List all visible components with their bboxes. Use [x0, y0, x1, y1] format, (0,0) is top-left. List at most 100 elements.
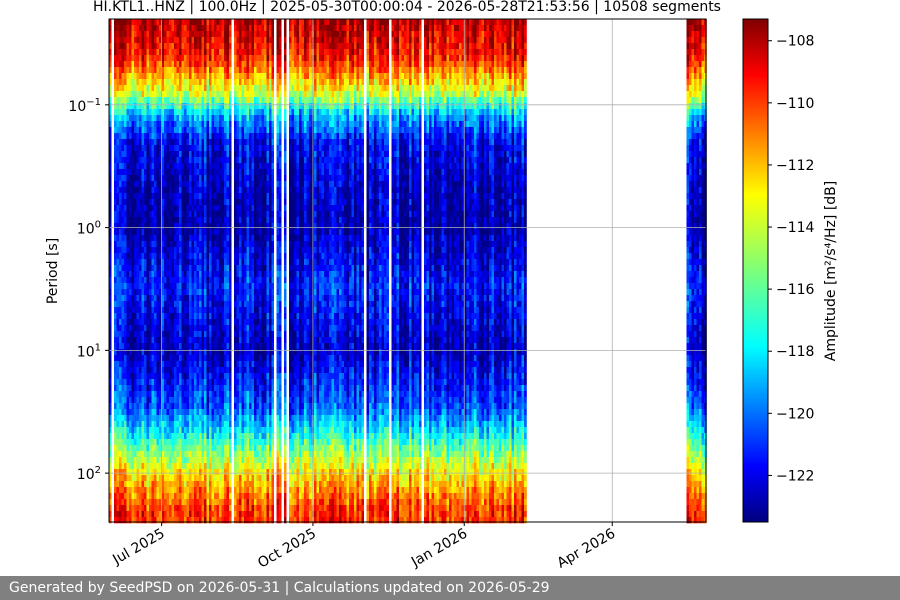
heatmap-cell	[224, 85, 227, 92]
heatmap-cell	[191, 211, 195, 218]
heatmap-cell	[184, 451, 187, 458]
heatmap-cell	[234, 415, 237, 422]
heatmap-cell	[114, 301, 117, 308]
heatmap-cell	[159, 331, 162, 338]
heatmap-cell	[134, 493, 137, 500]
heatmap-cell	[224, 163, 227, 170]
heatmap-cell	[219, 247, 222, 254]
heatmap-cell	[114, 79, 117, 86]
heatmap-cell	[154, 475, 157, 482]
heatmap-cell	[111, 295, 115, 302]
heatmap-cell	[149, 445, 152, 452]
heatmap-cell	[109, 247, 112, 254]
heatmap-cell	[139, 391, 142, 398]
heatmap-cell	[194, 139, 197, 146]
heatmap-cell	[231, 499, 235, 506]
heatmap-cell	[241, 91, 245, 98]
heatmap-cell	[199, 61, 202, 68]
heatmap-cell	[254, 499, 257, 506]
heatmap-cell	[206, 175, 210, 182]
heatmap-cell	[246, 283, 250, 290]
heatmap-cell	[184, 85, 187, 92]
heatmap-cell	[169, 427, 172, 434]
heatmap-cell	[144, 139, 147, 146]
heatmap-cell	[161, 271, 165, 278]
heatmap-cell	[204, 85, 207, 92]
heatmap-cell	[129, 223, 132, 230]
heatmap-cell	[179, 361, 182, 368]
heatmap-cell	[139, 235, 142, 242]
heatmap-cell	[184, 367, 187, 374]
heatmap-cell	[196, 361, 200, 368]
heatmap-cell	[191, 97, 195, 104]
heatmap-cell	[166, 169, 170, 176]
heatmap-cell	[234, 115, 237, 122]
heatmap-cell	[181, 175, 185, 182]
heatmap-cell	[211, 67, 215, 74]
heatmap-cell	[231, 445, 235, 452]
heatmap-cell	[171, 271, 175, 278]
heatmap-cell	[109, 367, 112, 374]
heatmap-cell	[159, 283, 162, 290]
heatmap-cell	[119, 145, 122, 152]
heatmap-cell	[151, 241, 155, 248]
heatmap-cell	[134, 517, 137, 524]
heatmap-cell	[221, 421, 225, 428]
heatmap-cell	[204, 427, 207, 434]
heatmap-cell	[156, 193, 160, 200]
heatmap-cell	[209, 25, 212, 32]
heatmap-cell	[169, 283, 172, 290]
heatmap-cell	[226, 163, 230, 170]
heatmap-cell	[226, 463, 230, 470]
heatmap-cell	[111, 61, 115, 68]
heatmap-cell	[229, 301, 232, 308]
heatmap-cell	[189, 505, 192, 512]
heatmap-cell	[164, 391, 167, 398]
heatmap-cell	[249, 331, 252, 338]
heatmap-cell	[119, 355, 122, 362]
heatmap-cell	[119, 121, 122, 128]
heatmap-cell	[116, 97, 120, 104]
heatmap-cell	[136, 103, 140, 110]
heatmap-cell	[184, 187, 187, 194]
heatmap-cell	[151, 493, 155, 500]
heatmap-cell	[224, 115, 227, 122]
heatmap-cell	[171, 181, 175, 188]
heatmap-cell	[141, 217, 145, 224]
heatmap-cell	[154, 511, 157, 518]
heatmap-cell	[131, 415, 135, 422]
heatmap-cell	[254, 325, 257, 332]
heatmap-cell	[156, 115, 160, 122]
heatmap-cell	[251, 37, 255, 44]
heatmap-cell	[116, 349, 120, 356]
heatmap-cell	[131, 91, 135, 98]
heatmap-cell	[249, 295, 252, 302]
heatmap-cell	[216, 127, 220, 134]
heatmap-cell	[184, 253, 187, 260]
heatmap-cell	[174, 61, 177, 68]
heatmap-cell	[139, 163, 142, 170]
heatmap-cell	[244, 223, 247, 230]
heatmap-cell	[219, 109, 222, 116]
heatmap-cell	[131, 241, 135, 248]
heatmap-cell	[216, 259, 220, 266]
heatmap-cell	[239, 505, 242, 512]
heatmap-cell	[204, 115, 207, 122]
heatmap-cell	[114, 469, 117, 476]
heatmap-cell	[189, 283, 192, 290]
heatmap-cell	[129, 307, 132, 314]
heatmap-cell	[196, 145, 200, 152]
heatmap-cell	[254, 25, 257, 32]
heatmap-cell	[186, 469, 190, 476]
heatmap-cell	[111, 397, 115, 404]
heatmap-cell	[251, 499, 255, 506]
heatmap-cell	[231, 127, 235, 134]
heatmap-cell	[224, 331, 227, 338]
heatmap-cell	[149, 277, 152, 284]
heatmap-cell	[226, 427, 230, 434]
heatmap-cell	[254, 373, 257, 380]
heatmap-cell	[171, 439, 175, 446]
heatmap-cell	[204, 79, 207, 86]
heatmap-cell	[151, 31, 155, 38]
heatmap-cell	[154, 487, 157, 494]
